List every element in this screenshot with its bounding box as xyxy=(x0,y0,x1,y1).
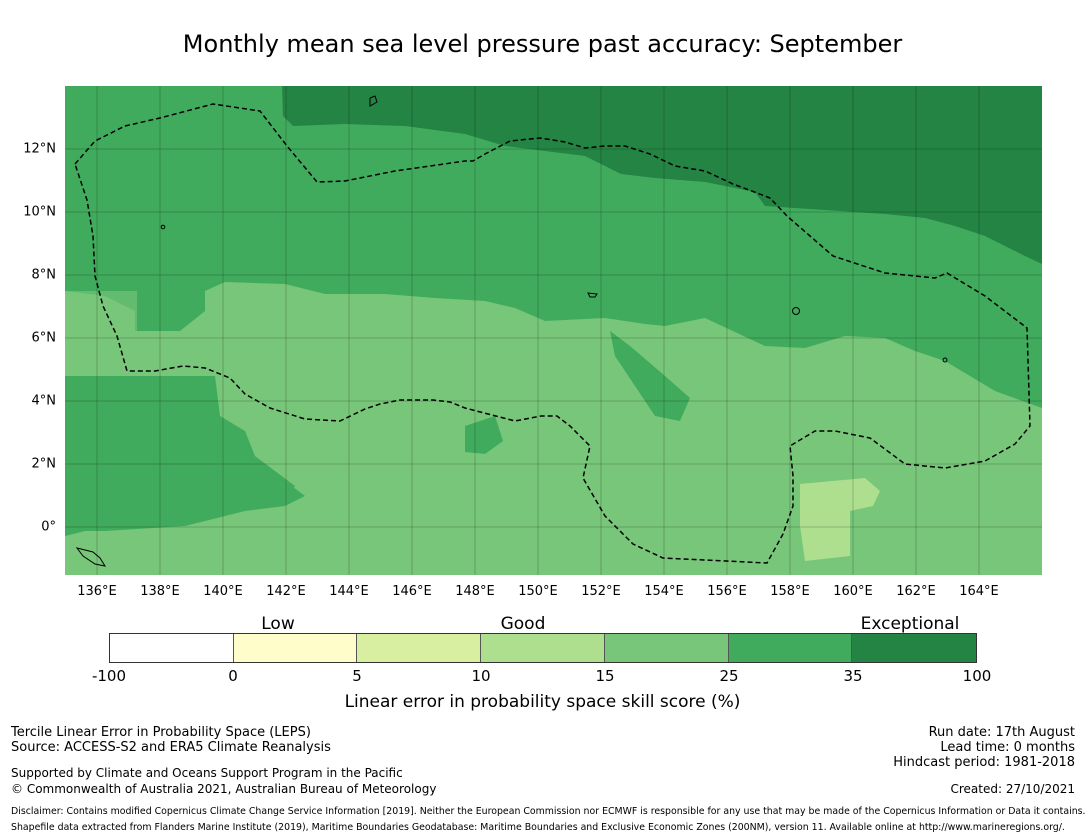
good-zone xyxy=(65,282,1042,575)
lat-tick-12n: 12°N xyxy=(23,141,56,157)
lon-tick-150e: 150°E xyxy=(518,584,558,599)
hindcast-period: Hindcast period: 1981-2018 xyxy=(893,755,1075,770)
source-text: Source: ACCESS-S2 and ERA5 Climate Reana… xyxy=(11,740,331,755)
island-outlines xyxy=(75,95,948,567)
lon-tick-140e: 140°E xyxy=(203,584,243,599)
colorbar-tick: 0 xyxy=(228,667,238,685)
disclaimer: Disclaimer: Contains modified Copernicus… xyxy=(11,806,1085,817)
colorbar-segment xyxy=(357,634,482,662)
category-exceptional: Exceptional xyxy=(860,614,960,634)
lat-tick-4n: 4°N xyxy=(31,393,57,409)
colorbar-tick: 100 xyxy=(962,667,992,685)
lon-tick-152e: 152°E xyxy=(581,584,621,599)
colorbar-segment xyxy=(233,634,358,662)
created-date: Created: 27/10/2021 xyxy=(950,782,1075,796)
category-low: Low xyxy=(261,614,295,634)
lon-tick-156e: 156°E xyxy=(707,584,747,599)
dark-pocket-west xyxy=(65,376,295,531)
category-good: Good xyxy=(500,614,546,634)
shapefile-credit: Shapefile data extracted from Flanders M… xyxy=(11,822,1065,833)
lon-tick-138e: 138°E xyxy=(140,584,180,599)
lon-tick-148e: 148°E xyxy=(455,584,495,599)
colorbar-tick: 35 xyxy=(843,667,863,685)
lon-tick-136e: 136°E xyxy=(77,584,117,599)
lat-tick-8n: 8°N xyxy=(31,267,57,283)
lon-tick-158e: 158°E xyxy=(770,584,810,599)
lon-tick-154e: 154°E xyxy=(644,584,684,599)
colorbar-tick: 5 xyxy=(352,667,362,685)
colorbar xyxy=(109,633,977,663)
colorbar-tick: 15 xyxy=(595,667,615,685)
copyright-text: © Commonwealth of Australia 2021, Austra… xyxy=(11,782,437,796)
colorbar-tick: 10 xyxy=(471,667,491,685)
lon-tick-144e: 144°E xyxy=(329,584,369,599)
lon-tick-162e: 162°E xyxy=(896,584,936,599)
lat-tick-2n: 2°N xyxy=(31,456,57,472)
lon-tick-164e: 164°E xyxy=(959,584,999,599)
lat-tick-6n: 6°N xyxy=(31,330,57,346)
colorbar-tick: -100 xyxy=(91,667,127,685)
lon-tick-146e: 146°E xyxy=(392,584,432,599)
dark-pocket-east xyxy=(610,331,690,421)
chart-title: Monthly mean sea level pressure past acc… xyxy=(182,30,903,58)
lead-time: Lead time: 0 months xyxy=(940,740,1075,755)
run-date: Run date: 17th August xyxy=(928,725,1075,740)
colorbar-segment xyxy=(604,634,729,662)
colorbar-segment xyxy=(852,634,976,662)
eez-boundary xyxy=(74,103,1031,564)
support-text: Supported by Climate and Oceans Support … xyxy=(11,766,403,780)
lon-tick-160e: 160°E xyxy=(833,584,873,599)
grid-lines xyxy=(65,86,1042,575)
method-text: Tercile Linear Error in Probability Spac… xyxy=(11,725,311,740)
colorbar-label: Linear error in probability space skill … xyxy=(344,692,741,712)
colorbar-segment xyxy=(110,634,234,662)
colorbar-segment xyxy=(481,634,605,662)
dark-pocket-mid xyxy=(465,416,503,454)
light-zone-west xyxy=(67,291,137,331)
light-zone-east xyxy=(800,478,880,561)
lat-tick-10n: 10°N xyxy=(23,204,56,220)
skill-map xyxy=(65,86,1042,575)
exceptional-zone xyxy=(282,86,1042,264)
colorbar-segment xyxy=(728,634,853,662)
colorbar-tick: 25 xyxy=(719,667,739,685)
lon-tick-142e: 142°E xyxy=(266,584,306,599)
lat-tick-0: 0° xyxy=(41,519,56,535)
